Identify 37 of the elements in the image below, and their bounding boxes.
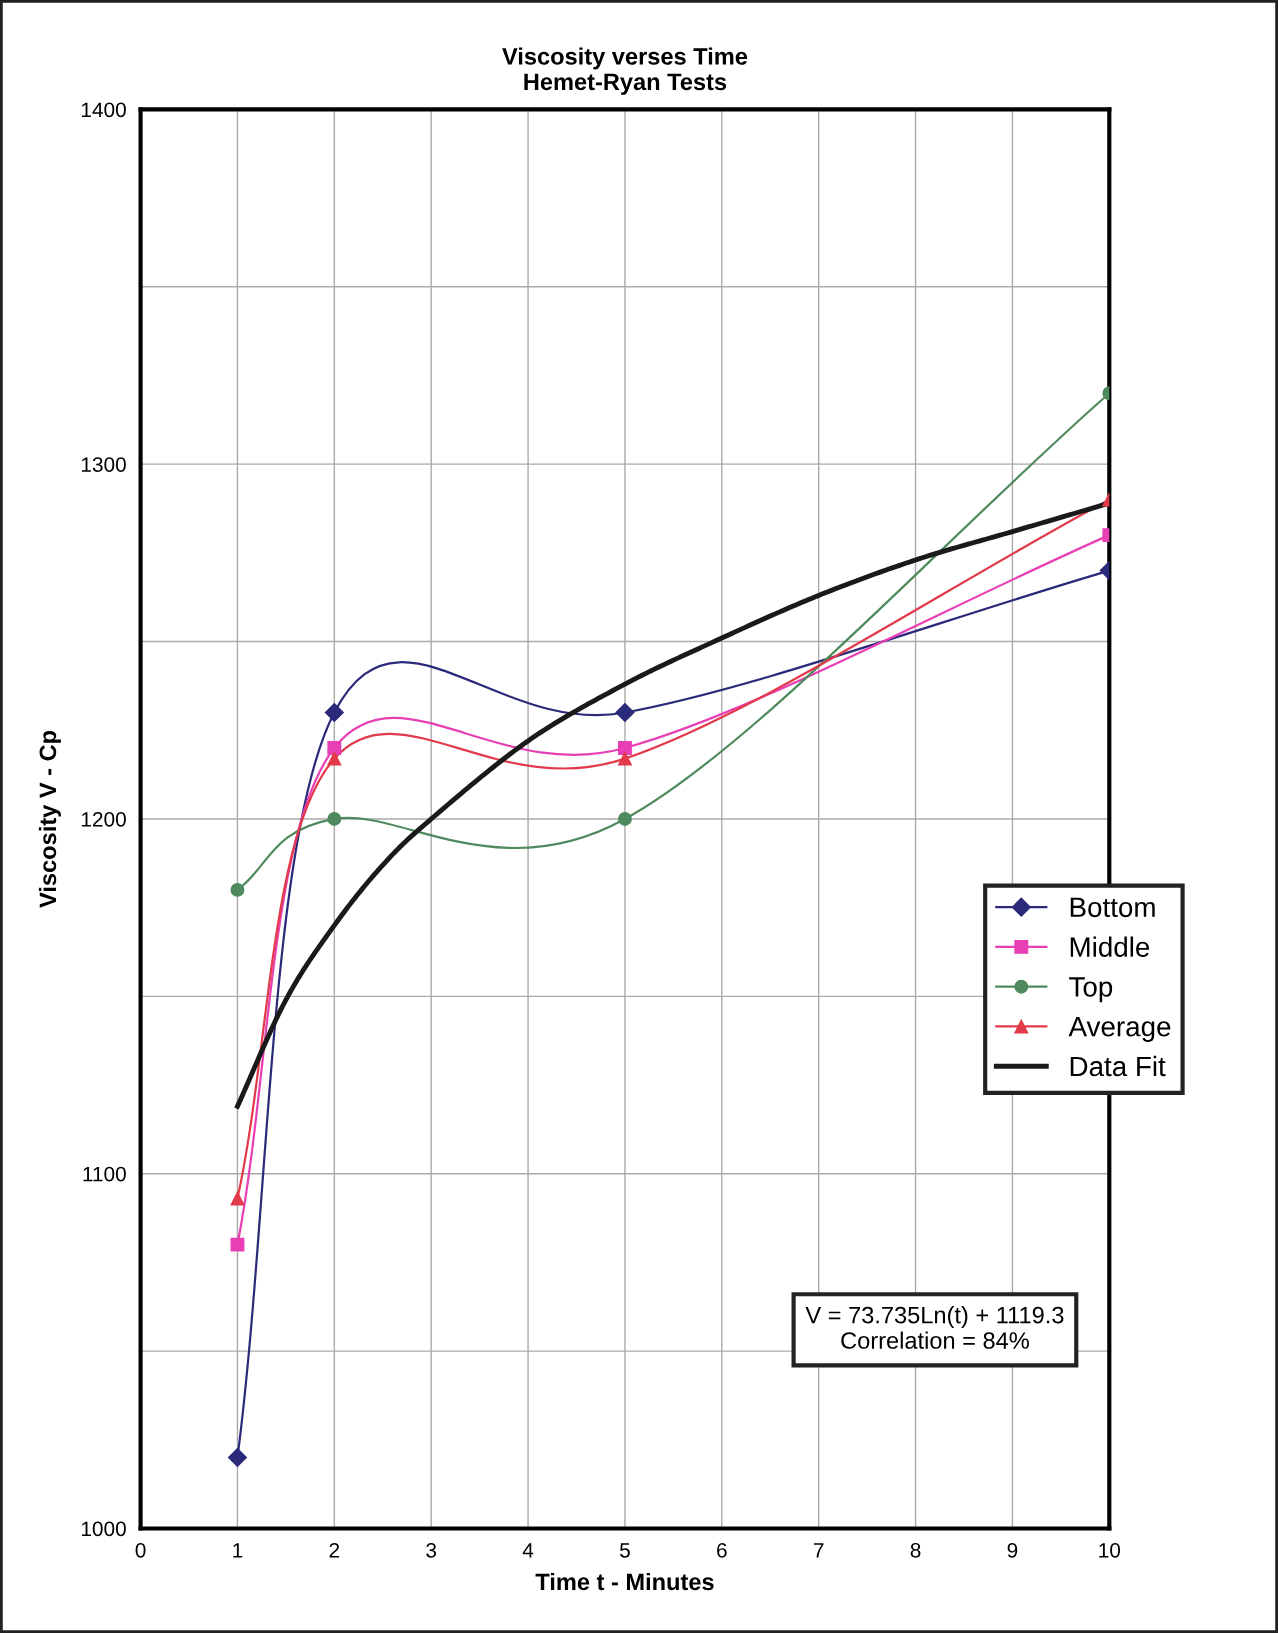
point xyxy=(227,1447,247,1468)
x-tick-label: 3 xyxy=(426,1542,437,1558)
y-tick-label: 1000 xyxy=(81,1521,126,1537)
y-tick-label: 1400 xyxy=(81,102,126,118)
x-tick-label: 1 xyxy=(233,1543,243,1558)
y-tick-label: 1300 xyxy=(81,457,126,472)
point xyxy=(230,1237,245,1252)
point xyxy=(617,751,632,766)
x-tick-label: 9 xyxy=(1007,1542,1018,1558)
legend-label: Data Fit xyxy=(1070,1055,1166,1077)
point xyxy=(327,741,342,755)
x-axis-title: Time t - Minutes xyxy=(535,1572,714,1591)
legend-label: Middle xyxy=(1070,936,1150,957)
point xyxy=(327,812,342,826)
annotation: V = 73.735Ln(t) + 1119.3 Correlation = 84% xyxy=(805,1306,1064,1349)
x-tick-label: 8 xyxy=(910,1542,921,1558)
point xyxy=(324,702,344,723)
point xyxy=(327,751,342,766)
x-tick-label: 0 xyxy=(135,1542,146,1558)
point xyxy=(617,812,632,826)
legend-label: Top xyxy=(1069,977,1113,1003)
point xyxy=(617,741,632,755)
x-tick-label: 4 xyxy=(522,1543,534,1558)
x-tick-label: 7 xyxy=(813,1543,824,1558)
x-tick-label: 10 xyxy=(1099,1542,1121,1558)
point xyxy=(230,882,245,897)
x-tick-label: 6 xyxy=(717,1542,727,1558)
y-tick-label: 1100 xyxy=(83,1166,126,1182)
point xyxy=(230,1191,245,1206)
legend-label: Bottom xyxy=(1070,897,1155,918)
y-tick-label: 1200 xyxy=(81,811,126,827)
legend-label: Average xyxy=(1068,1017,1171,1042)
chart-title: Viscosity verses Time Hemet-Ryan Tests xyxy=(502,47,748,95)
y-axis-title: Viscosity V - Cp xyxy=(38,730,61,908)
x-tick-label: 2 xyxy=(329,1542,340,1558)
point xyxy=(615,702,635,723)
x-tick-label: 5 xyxy=(619,1543,630,1558)
